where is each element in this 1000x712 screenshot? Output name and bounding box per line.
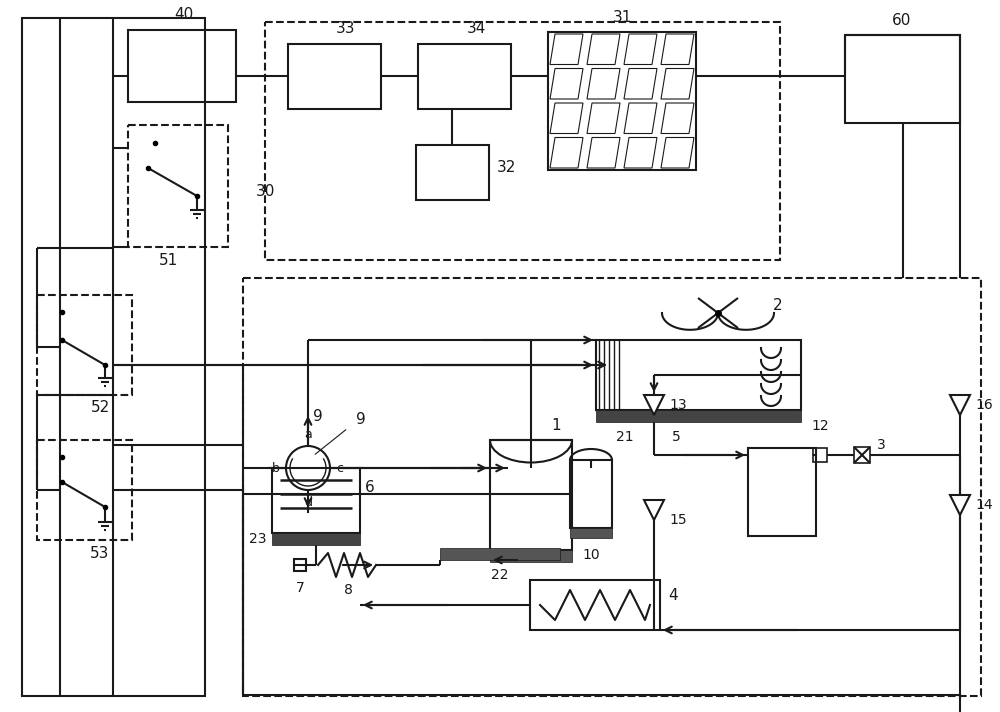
Bar (37, 440, 132, 540)
Text: 52: 52 (90, 400, 110, 415)
Bar (596, 340, 801, 410)
Text: 6: 6 (365, 480, 375, 495)
Text: 5: 5 (672, 430, 680, 444)
Text: 34: 34 (466, 21, 486, 36)
Bar (265, 22, 780, 260)
Bar (748, 448, 816, 536)
Text: 33: 33 (336, 21, 356, 36)
Text: 22: 22 (491, 568, 509, 582)
Polygon shape (950, 395, 970, 415)
Bar (490, 550, 572, 562)
Bar (548, 32, 696, 170)
Text: 14: 14 (975, 498, 993, 512)
Bar (440, 548, 560, 560)
Text: 9: 9 (356, 412, 366, 427)
Text: 3: 3 (877, 438, 886, 452)
Bar (530, 580, 660, 630)
Bar (596, 410, 801, 422)
Bar (845, 35, 960, 123)
Bar (243, 278, 981, 696)
Bar (128, 30, 236, 102)
Bar (272, 468, 360, 533)
Text: 16: 16 (975, 398, 993, 412)
Polygon shape (644, 500, 664, 520)
Text: 23: 23 (250, 532, 267, 546)
Text: 53: 53 (90, 546, 110, 561)
Text: 31: 31 (612, 10, 632, 25)
Text: 4: 4 (668, 587, 678, 602)
Bar (288, 44, 381, 109)
Text: 12: 12 (811, 419, 829, 433)
Text: 8: 8 (344, 583, 352, 597)
Bar (128, 125, 228, 247)
Bar (570, 460, 612, 528)
Text: 30: 30 (256, 184, 275, 199)
Text: 9: 9 (313, 409, 323, 424)
Text: c: c (336, 461, 344, 474)
Text: 1: 1 (551, 417, 561, 432)
Text: 10: 10 (582, 548, 600, 562)
Text: 32: 32 (497, 160, 516, 175)
Bar (272, 533, 360, 545)
Text: 40: 40 (174, 7, 194, 22)
Text: d: d (304, 496, 312, 508)
Text: 60: 60 (892, 13, 912, 28)
Text: 7: 7 (296, 581, 304, 595)
Bar (294, 559, 306, 571)
Bar (416, 145, 489, 200)
Bar (570, 528, 612, 538)
Bar (37, 295, 132, 395)
Polygon shape (644, 395, 664, 415)
Text: 2: 2 (773, 298, 783, 313)
Bar (418, 44, 511, 109)
Text: 21: 21 (616, 430, 634, 444)
Text: a: a (304, 427, 312, 441)
Polygon shape (950, 495, 970, 515)
Text: 13: 13 (669, 398, 687, 412)
Bar (854, 447, 870, 463)
Bar (490, 440, 572, 550)
Bar (22, 18, 205, 696)
Text: 15: 15 (669, 513, 687, 527)
Text: 51: 51 (158, 253, 178, 268)
Text: b: b (272, 461, 280, 474)
Bar (813, 448, 827, 462)
